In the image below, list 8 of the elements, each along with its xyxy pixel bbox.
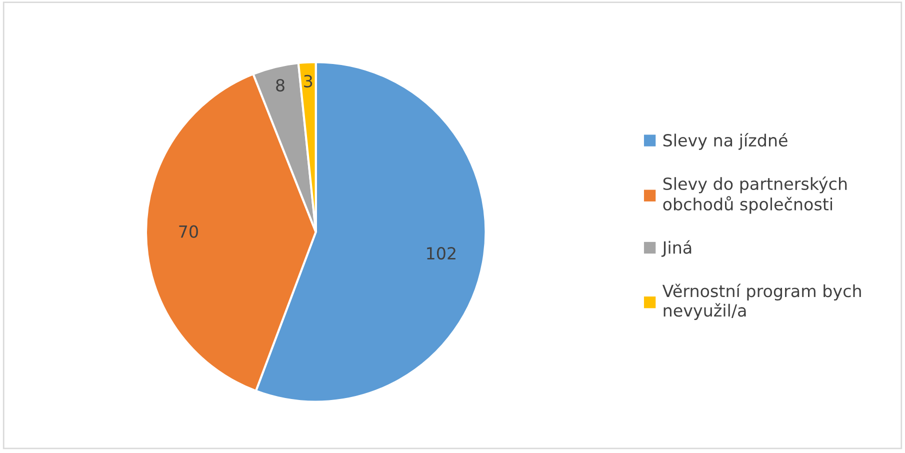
data-label: 8	[276, 78, 284, 92]
legend-label: Jiná	[661, 240, 692, 257]
data-label: 102	[427, 247, 456, 260]
legend-label: Slevy do partnerských obchodů společnosti	[663, 176, 847, 214]
legend-label: Slevy na jízdné	[663, 133, 788, 150]
data-label: 70	[179, 225, 198, 238]
legend-label: Věrnostní program bych nevyužil/a	[662, 284, 861, 320]
data-label: 3	[304, 74, 312, 88]
